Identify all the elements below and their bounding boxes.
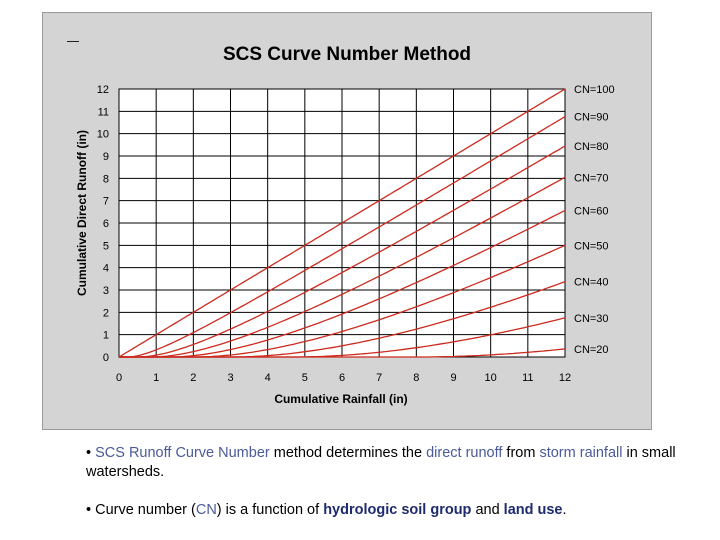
series-label: CN=40 xyxy=(574,277,609,289)
y-tick-label: 7 xyxy=(103,196,109,208)
y-tick-label: 3 xyxy=(103,285,109,297)
bullet-1-text: in small watersheds. xyxy=(86,445,676,480)
bullet-2: • Curve number (CN) is a function of hyd… xyxy=(86,501,686,520)
x-tick-label: 1 xyxy=(153,372,159,384)
chart-svg: SCS Curve Number Method 0 1 2 3 4 5 6 7 8 9 10 11 12… xyxy=(75,44,615,406)
series-line xyxy=(119,209,566,358)
bullet-1-text: from xyxy=(502,445,540,461)
dash-mark xyxy=(67,41,79,42)
x-tick-label: 4 xyxy=(265,372,271,384)
x-tick-label: 7 xyxy=(376,372,382,384)
y-tick-label: 4 xyxy=(103,263,109,275)
x-tick-label: 6 xyxy=(339,372,345,384)
description: • SCS Runoff Curve Number method determi… xyxy=(86,444,686,539)
y-tick-label: 0 xyxy=(103,352,109,364)
series-label: CN=80 xyxy=(574,141,609,153)
series-label: CN=50 xyxy=(574,240,609,252)
x-tick-label: 2 xyxy=(190,372,196,384)
series-label: CN=20 xyxy=(574,344,609,356)
x-tick-label: 11 xyxy=(522,372,533,384)
y-tick-label: 5 xyxy=(103,240,109,252)
series-label: CN=100 xyxy=(574,84,615,96)
term-land-use: land use xyxy=(503,502,563,518)
bullet-2-text: and xyxy=(471,502,504,518)
term-cn: CN xyxy=(195,502,217,518)
series-line xyxy=(118,88,566,358)
x-tick-label: 12 xyxy=(559,372,571,384)
bullet-2-text: . xyxy=(562,502,567,518)
term-direct-runoff: direct runoff xyxy=(426,445,503,461)
x-tick-label: 10 xyxy=(485,372,497,384)
chart-figure: SCS Curve Number Method 0 1 2 3 4 5 6 7 8 9 10 11 12… xyxy=(42,12,652,430)
bullet-1: • SCS Runoff Curve Number method determi… xyxy=(86,444,686,482)
x-axis-label: Cumulative Rainfall (in) xyxy=(274,392,407,406)
series-label: CN=70 xyxy=(574,172,609,184)
bullet-2-text: ) is a function of xyxy=(216,502,324,518)
series-labels: CN=100 CN=90 CN=80 CN=70 CN=60 CN=50 CN=40 CN=3… xyxy=(574,84,615,356)
series-line xyxy=(119,145,566,358)
x-tick-label: 8 xyxy=(413,372,419,384)
bullet-1-text: • xyxy=(86,445,96,461)
y-tick-label: 8 xyxy=(103,173,109,185)
x-tick-label: 3 xyxy=(227,372,233,384)
y-tick-label: 1 xyxy=(103,330,109,342)
series-layer xyxy=(118,88,566,358)
bullet-2-text: • Curve number ( xyxy=(86,502,196,518)
y-axis-label: Cumulative Direct Runoff (in) xyxy=(75,130,89,296)
series-line xyxy=(119,176,566,358)
x-tick-label: 0 xyxy=(116,372,122,384)
y-tick-label: 2 xyxy=(103,307,109,319)
term-hydrologic-soil-group: hydrologic soil group xyxy=(323,502,472,518)
series-label: CN=30 xyxy=(574,313,609,325)
y-tick-label: 10 xyxy=(97,129,109,141)
chart-title: SCS Curve Number Method xyxy=(223,44,471,65)
y-tick-label: 12 xyxy=(97,84,109,96)
y-tick-label: 9 xyxy=(103,151,109,163)
series-label: CN=60 xyxy=(574,205,609,217)
x-tick-label: 9 xyxy=(450,372,456,384)
series-label: CN=90 xyxy=(574,112,609,124)
y-tick-label: 6 xyxy=(103,218,109,230)
x-tick-label: 5 xyxy=(302,372,308,384)
series-line xyxy=(119,348,566,358)
bullet-1-text: method determines the xyxy=(269,445,427,461)
y-tick-label: 11 xyxy=(98,106,109,118)
term-scs-curve-number: SCS Runoff Curve Number xyxy=(95,445,270,461)
term-storm-rainfall: storm rainfall xyxy=(539,445,623,461)
series-line xyxy=(119,116,566,358)
